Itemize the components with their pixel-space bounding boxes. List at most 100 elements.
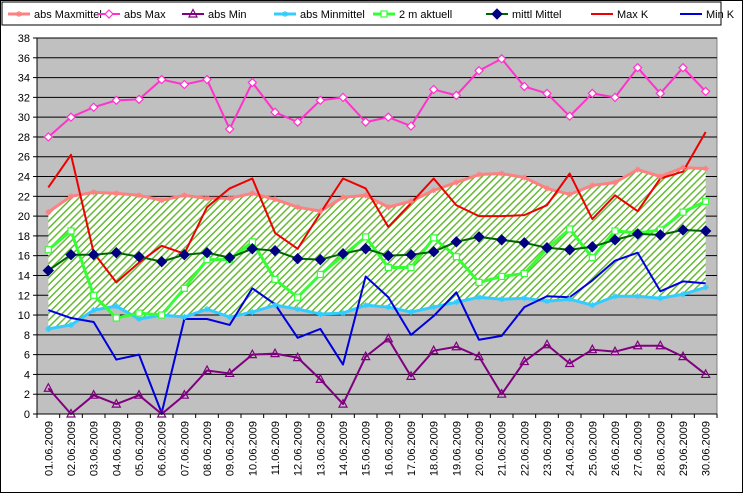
marker-abs-maxmittel [204,195,210,202]
marker-abs-min [188,8,198,18]
y-tick-label: 38 [18,33,30,45]
x-tick-label: 29.06.2009 [678,421,690,476]
marker-abs-minmittel [476,294,482,301]
y-tick-label: 10 [18,310,30,322]
legend-label: Max K [617,9,649,21]
series-line-abs-maxmittel [47,166,706,214]
x-tick-label: 13.06.2009 [315,421,327,476]
marker-mittl-mittel [654,229,667,241]
x-tick-label: 27.06.2009 [633,421,645,476]
marker-2-m-aktuell [679,208,687,216]
marker-mittl-mittel [382,249,395,262]
marker-abs-max [406,121,416,131]
marker-2-m-aktuell [294,293,302,301]
marker-mittl-mittel [337,247,349,260]
marker-abs-max [179,79,190,90]
marker-abs-minmittel [136,316,142,323]
marker-abs-maxmittel [634,166,641,173]
x-tick-label: 15.06.2009 [361,421,373,476]
marker-abs-maxmittel [385,204,392,211]
y-tick-label: 2 [24,389,30,401]
x-tick-label: 03.06.2009 [89,421,101,476]
y-tick-label: 36 [18,53,30,65]
marker-abs-minmittel [680,291,686,298]
marker-abs-max [587,88,598,99]
marker-2-m-aktuell [702,197,710,205]
marker-2-m-aktuell [44,246,52,254]
marker-abs-max [66,112,76,123]
y-tick-label: 12 [18,290,30,302]
marker-abs-max [88,102,99,113]
legend-label: 2 m aktuell [399,9,452,21]
marker-2-m-aktuell [135,309,143,317]
marker-abs-maxmittel [90,189,97,196]
marker-abs-min [156,408,167,418]
marker-abs-minmittel [204,306,210,313]
marker-abs-min [338,398,348,408]
x-tick-label: 25.06.2009 [587,421,599,476]
marker-abs-minmittel [181,314,188,321]
marker-mittl-mittel [609,234,621,246]
marker-2-m-aktuell [271,275,279,284]
marker-abs-maxmittel [16,11,22,17]
marker-abs-minmittel [113,303,120,310]
marker-abs-max [678,62,688,73]
y-tick-label: 18 [18,231,30,243]
marker-mittl-mittel [201,247,213,259]
marker-abs-minmittel [45,325,52,332]
y-tick-label: 6 [24,350,30,362]
x-tick-label: 14.06.2009 [338,421,350,476]
marker-abs-max [542,88,552,99]
marker-2-m-aktuell [316,270,324,279]
x-axis: 01.06.2009 02.06.2009 03.06.2009 04.06.2009… [36,413,718,476]
legend-label: abs Max [124,9,166,21]
marker-abs-min [519,355,530,366]
marker-abs-max [270,107,280,118]
marker-abs-min [383,333,394,343]
marker-abs-maxmittel [589,182,596,189]
legend-label: mittl Mittel [512,9,562,21]
marker-abs-max [224,124,235,134]
marker-abs-maxmittel [702,165,709,172]
y-tick-label: 34 [18,73,30,85]
x-tick-label: 12.06.2009 [293,421,305,476]
marker-abs-min [655,339,666,350]
marker-2-m-aktuell [566,225,574,233]
marker-abs-min [66,408,76,418]
x-tick-label: 26.06.2009 [610,421,622,476]
y-tick-label: 20 [18,211,30,223]
marker-abs-maxmittel [430,187,437,194]
y-tick-label: 4 [24,369,30,381]
marker-abs-max [292,117,303,127]
y-tick-label: 26 [18,152,30,164]
marker-mittl-mittel [495,234,508,246]
marker-abs-minmittel [282,11,288,17]
marker-abs-max [43,132,54,142]
marker-abs-max [202,74,212,85]
marker-abs-minmittel [521,295,528,302]
marker-abs-maxmittel [680,164,686,171]
marker-abs-min [315,373,326,383]
marker-abs-maxmittel [317,208,324,215]
marker-mittl-mittel [314,253,327,266]
marker-abs-max [111,95,122,106]
marker-abs-minmittel [294,306,301,313]
marker-abs-minmittel [317,311,324,318]
marker-abs-maxmittel [113,190,120,197]
y-tick-label: 28 [18,132,30,144]
marker-2-m-aktuell [430,234,438,242]
marker-mittl-mittel [677,224,689,236]
marker-2-m-aktuell [90,291,98,299]
legend-label: abs Maxmittel [34,9,102,21]
marker-mittl-mittel [291,252,304,265]
marker-mittl-mittel [133,250,145,263]
marker-abs-max [564,111,575,122]
marker-abs-minmittel [498,296,505,303]
marker-abs-maxmittel [566,191,573,198]
marker-2-m-aktuell [611,227,619,235]
marker-2-m-aktuell [588,254,596,262]
marker-mittl-mittel [473,231,485,243]
x-tick-label: 30.06.2009 [701,421,713,476]
